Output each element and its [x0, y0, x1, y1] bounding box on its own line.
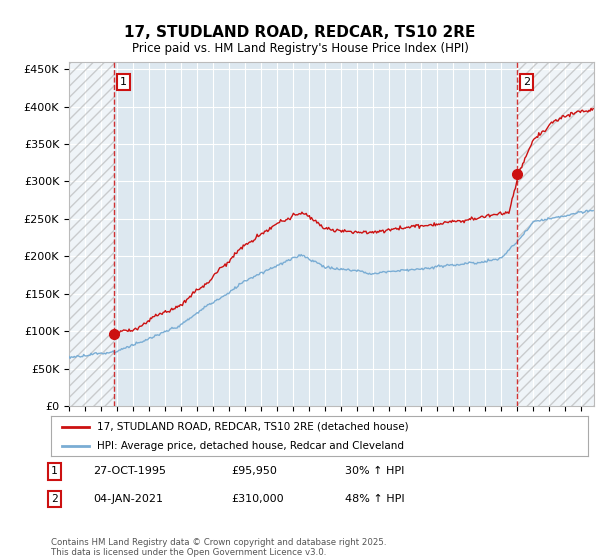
Bar: [69, 62, 114, 406]
Text: Contains HM Land Registry data © Crown copyright and database right 2025.
This d: Contains HM Land Registry data © Crown c…: [51, 538, 386, 557]
Text: 1: 1: [51, 466, 58, 477]
Text: 2: 2: [51, 494, 58, 504]
Text: 1: 1: [120, 77, 127, 87]
Text: 17, STUDLAND ROAD, REDCAR, TS10 2RE: 17, STUDLAND ROAD, REDCAR, TS10 2RE: [124, 25, 476, 40]
Text: 04-JAN-2021: 04-JAN-2021: [93, 494, 163, 504]
Text: 27-OCT-1995: 27-OCT-1995: [93, 466, 166, 477]
Bar: [517, 62, 594, 406]
Text: £95,950: £95,950: [231, 466, 277, 477]
Text: 2: 2: [523, 77, 530, 87]
Text: HPI: Average price, detached house, Redcar and Cleveland: HPI: Average price, detached house, Redc…: [97, 441, 404, 450]
Text: 30% ↑ HPI: 30% ↑ HPI: [345, 466, 404, 477]
Text: £310,000: £310,000: [231, 494, 284, 504]
Text: 17, STUDLAND ROAD, REDCAR, TS10 2RE (detached house): 17, STUDLAND ROAD, REDCAR, TS10 2RE (det…: [97, 422, 408, 432]
Text: Price paid vs. HM Land Registry's House Price Index (HPI): Price paid vs. HM Land Registry's House …: [131, 42, 469, 55]
Text: 48% ↑ HPI: 48% ↑ HPI: [345, 494, 404, 504]
